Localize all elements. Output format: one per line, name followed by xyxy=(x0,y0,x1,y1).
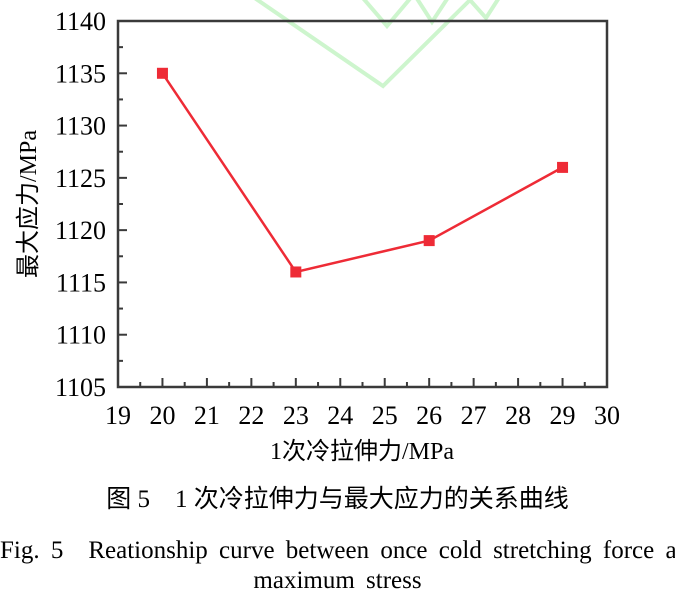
data-line xyxy=(161,72,564,274)
y-tick-label: 1110 xyxy=(56,321,106,350)
x-tick-label: 21 xyxy=(194,401,220,430)
caption-chinese: 图 5 1 次冷拉伸力与最大应力的关系曲线 xyxy=(106,486,569,513)
y-tick-label: 1130 xyxy=(55,112,106,141)
caption-english-line1: Fig. 5 Reationship curve between once co… xyxy=(0,537,675,564)
y-axis-title: 最大应力/MPa xyxy=(15,130,42,278)
x-tick-label: 25 xyxy=(372,401,398,430)
x-tick-label: 26 xyxy=(416,401,442,430)
x-tick-label: 19 xyxy=(105,401,131,430)
caption-english-line2: maximum stress xyxy=(253,567,422,594)
watermark-zigzag xyxy=(361,0,449,30)
plot-border xyxy=(116,19,609,389)
y-tick-label: 1125 xyxy=(55,164,106,193)
x-tick-label: 27 xyxy=(461,401,487,430)
x-tick-label: 29 xyxy=(550,401,576,430)
data-point-marker xyxy=(557,161,569,173)
x-tick-label: 28 xyxy=(505,401,531,430)
x-axis-title: 1次冷拉伸力/MPa xyxy=(270,438,454,465)
y-tick-label: 1135 xyxy=(55,59,106,88)
x-tick-label: 24 xyxy=(327,401,353,430)
y-tick-label: 1140 xyxy=(55,7,106,36)
data-point-marker xyxy=(156,67,168,79)
x-tick-label: 20 xyxy=(149,401,175,430)
data-point-marker xyxy=(423,235,435,247)
x-tick-label: 30 xyxy=(594,401,620,430)
line-chart: 19 20 21 22 23 24 25 26 27 28 29 30 1105 1110 1115 1120… xyxy=(15,0,620,465)
watermark-zigzag xyxy=(254,0,500,89)
x-tick-label: 23 xyxy=(283,401,309,430)
data-point-marker xyxy=(290,266,302,278)
y-tick-label: 1115 xyxy=(56,268,106,297)
y-tick-label: 1120 xyxy=(55,216,106,245)
x-tick-label: 22 xyxy=(238,401,264,430)
y-tick-label: 1105 xyxy=(55,373,106,402)
